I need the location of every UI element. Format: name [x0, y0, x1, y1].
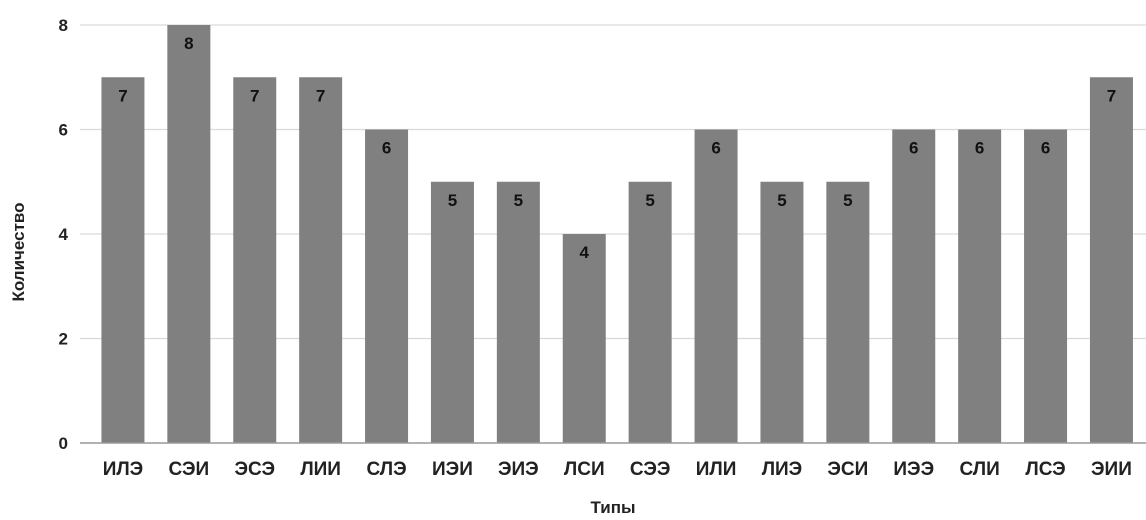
bar-7 — [496, 181, 540, 443]
data-label: 7 — [250, 86, 259, 105]
y-tick-label: 8 — [59, 16, 68, 35]
bar-11 — [760, 181, 804, 443]
data-label: 5 — [645, 191, 654, 210]
data-label: 5 — [777, 191, 786, 210]
bar-6 — [430, 181, 474, 443]
y-tick-label: 0 — [59, 434, 68, 453]
data-label: 5 — [514, 191, 523, 210]
y-axis-title: Количество — [9, 202, 28, 301]
x-tick-label: ЭИЭ — [498, 459, 539, 480]
x-tick-label: СЛЭ — [366, 459, 406, 480]
bar-13 — [892, 129, 936, 443]
x-tick-label: ЛСИ — [564, 459, 605, 480]
bar-15 — [1024, 129, 1068, 443]
data-label: 7 — [1107, 86, 1116, 105]
bar-4 — [299, 77, 343, 443]
data-label: 5 — [843, 191, 852, 210]
bar-16 — [1089, 77, 1133, 443]
y-axis-ticks: 0 2 4 6 8 — [59, 16, 69, 453]
x-tick-label: СЭЭ — [630, 459, 671, 480]
bar-1 — [101, 77, 145, 443]
data-label: 7 — [316, 86, 325, 105]
bar-5 — [365, 129, 409, 443]
x-tick-label: ИЭЭ — [893, 459, 934, 480]
data-label: 4 — [580, 243, 590, 262]
data-label: 8 — [184, 34, 193, 53]
y-tick-label: 4 — [59, 225, 69, 244]
data-label: 6 — [382, 139, 391, 158]
x-tick-label: ЭСЭ — [234, 459, 275, 480]
x-tick-label: ИЭИ — [432, 459, 473, 480]
data-label: 6 — [975, 139, 984, 158]
bar-8 — [562, 234, 606, 443]
bar-10 — [694, 129, 738, 443]
bar-2 — [167, 25, 211, 443]
x-tick-label: ИЛИ — [696, 459, 737, 480]
x-tick-label: ИЛЭ — [103, 459, 144, 480]
data-label: 7 — [118, 86, 127, 105]
bar-9 — [628, 181, 672, 443]
data-label: 6 — [1041, 139, 1050, 158]
y-tick-label: 2 — [59, 330, 68, 349]
data-label: 6 — [711, 139, 720, 158]
x-axis-title: Типы — [591, 498, 636, 517]
x-tick-label: СЛИ — [960, 459, 1000, 480]
data-labels: 7 8 7 7 6 5 5 4 5 6 5 5 6 6 6 7 — [118, 34, 1116, 262]
data-label: 6 — [909, 139, 918, 158]
x-tick-label: СЭИ — [169, 459, 210, 480]
x-tick-label: ЭИИ — [1091, 459, 1132, 480]
x-tick-label: ЛИИ — [300, 459, 341, 480]
y-tick-label: 6 — [59, 121, 68, 140]
x-tick-label: ЛИЭ — [762, 459, 803, 480]
x-tick-label: ЛСЭ — [1025, 459, 1065, 480]
x-tick-label: ЭСИ — [827, 459, 868, 480]
bar-14 — [958, 129, 1002, 443]
x-axis-ticks: ИЛЭ СЭИ ЭСЭ ЛИИ СЛЭ ИЭИ ЭИЭ ЛСИ СЭЭ ИЛИ ЛИЭ ЭСИ ИЭЭ С… — [103, 459, 1132, 480]
bar-3 — [233, 77, 277, 443]
data-label: 5 — [448, 191, 457, 210]
bar-12 — [826, 181, 870, 443]
bars — [101, 25, 1133, 443]
